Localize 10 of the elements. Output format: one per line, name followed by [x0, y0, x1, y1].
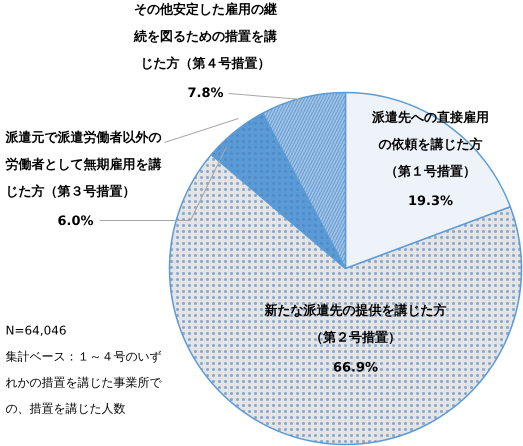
data-label: 19.3%: [408, 194, 454, 209]
slice-label: 派遣先への直接雇用の依頼を講じた方（第１号措置）: [371, 110, 489, 180]
text: N=64,046: [6, 324, 67, 338]
slice-label: その他安定した雇用の継続を図るための措置を講じた方（第４号措置）: [133, 2, 277, 72]
slice-label: 新たな派遣先の提供を講じた方（第２号措置）: [264, 302, 446, 346]
text: 集計ベース：１～４号のいずれかの措置を講じた事業所での、措置を講じた人数: [6, 350, 162, 416]
data-label: 66.9%: [332, 360, 378, 376]
data-label: 6.0%: [57, 214, 94, 229]
slice-label: 派遣元で派遣労働者以外の労働者として無期雇用を講じた方（第３号措置）: [4, 130, 162, 200]
data-label: 7.8%: [187, 86, 224, 101]
